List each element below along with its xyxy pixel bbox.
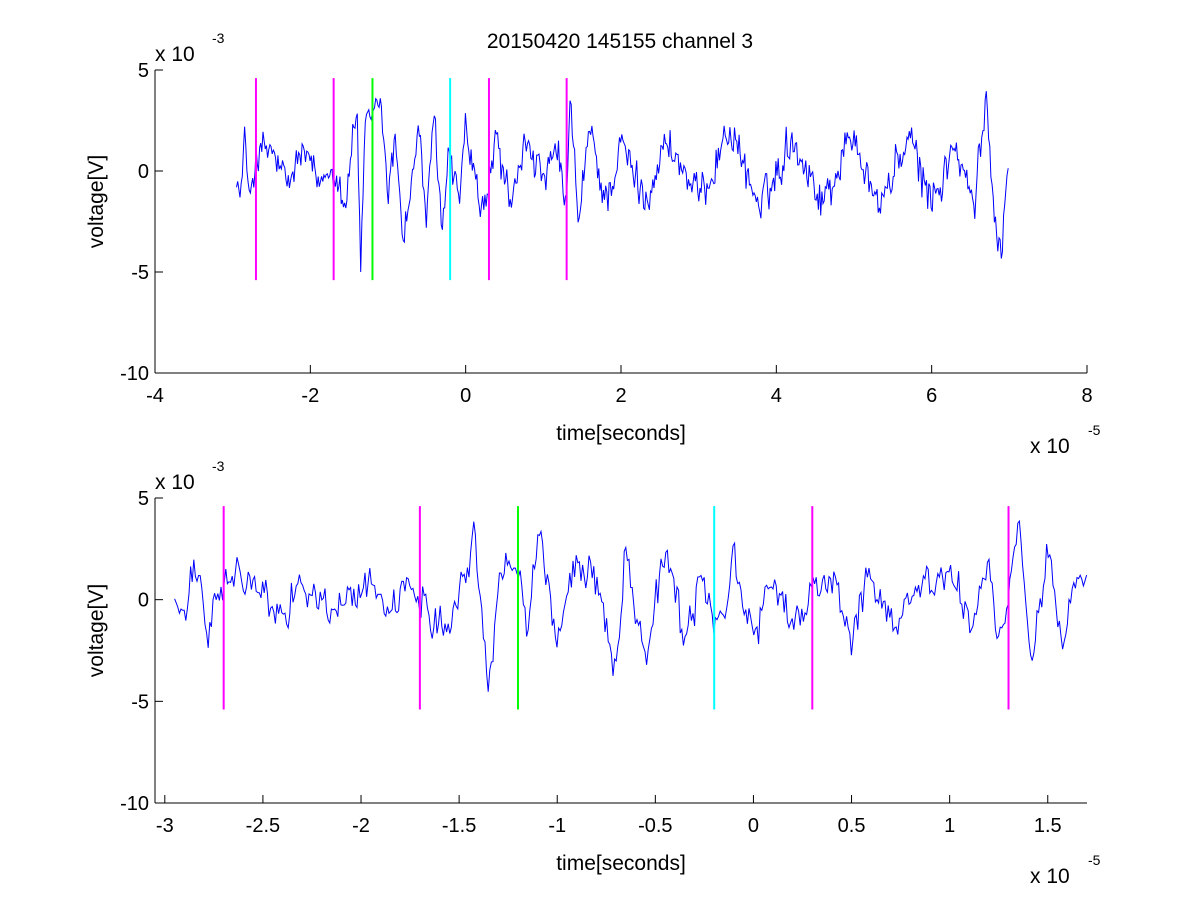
signal-series xyxy=(174,519,1088,692)
x-tick-label: -0.5 xyxy=(638,815,672,837)
y-tick-label: 5 xyxy=(138,60,149,82)
x-tick-label: 0 xyxy=(748,815,759,837)
x-tick-label: -1.5 xyxy=(442,815,476,837)
x-tick-label: 2 xyxy=(615,385,626,407)
x-tick-label: -2.5 xyxy=(246,815,280,837)
x-multiplier: x 10 xyxy=(1030,435,1070,458)
x-tick-label: 0.5 xyxy=(838,815,866,837)
x-tick-label: 8 xyxy=(1081,385,1092,407)
figure-title: 20150420 145155 channel 3 xyxy=(487,30,753,53)
x-tick-label: 1.5 xyxy=(1034,815,1062,837)
subplot-bottom: -3 -2.5 -2 -1.5 -1 -0.5 0 0.5 1 1.5 -10 -5 0 5 time[se… xyxy=(85,458,1101,888)
y-exponent: -3 xyxy=(212,30,225,46)
signal-series xyxy=(236,91,1009,273)
y-exponent: -3 xyxy=(212,458,225,474)
y-tick-label: 5 xyxy=(138,488,149,510)
x-axis-label: time[seconds] xyxy=(556,422,686,445)
x-tick-label: 0 xyxy=(460,385,471,407)
y-tick-label: -10 xyxy=(120,363,149,385)
y-tick-label: 0 xyxy=(138,161,149,183)
x-tick-label: 1 xyxy=(944,815,955,837)
x-tick-label: -2 xyxy=(301,385,319,407)
x-tick-label: 4 xyxy=(771,385,782,407)
y-axis-label: voltage[V] xyxy=(85,584,108,677)
y-tick-label: -5 xyxy=(131,262,149,284)
x-tick-label: -1 xyxy=(548,815,566,837)
y-multiplier: x 10 xyxy=(155,43,195,66)
y-axis-label: voltage[V] xyxy=(85,155,108,248)
x-multiplier: x 10 xyxy=(1030,865,1070,888)
x-tick-label: 6 xyxy=(926,385,937,407)
x-axis-label: time[seconds] xyxy=(556,852,686,875)
x-tick-label: -4 xyxy=(146,385,164,407)
y-tick-label: -10 xyxy=(120,793,149,815)
subplot-top: -4 -2 0 2 4 6 8 -10 -5 0 5 time[seconds] voltage[V] x… xyxy=(85,30,1101,458)
y-tick-label: 0 xyxy=(138,590,149,612)
x-exponent: -5 xyxy=(1088,852,1101,868)
y-tick-label: -5 xyxy=(131,691,149,713)
y-multiplier: x 10 xyxy=(155,471,195,494)
x-tick-label: -2 xyxy=(352,815,370,837)
x-exponent: -5 xyxy=(1088,422,1101,438)
x-tick-label: -3 xyxy=(156,815,174,837)
